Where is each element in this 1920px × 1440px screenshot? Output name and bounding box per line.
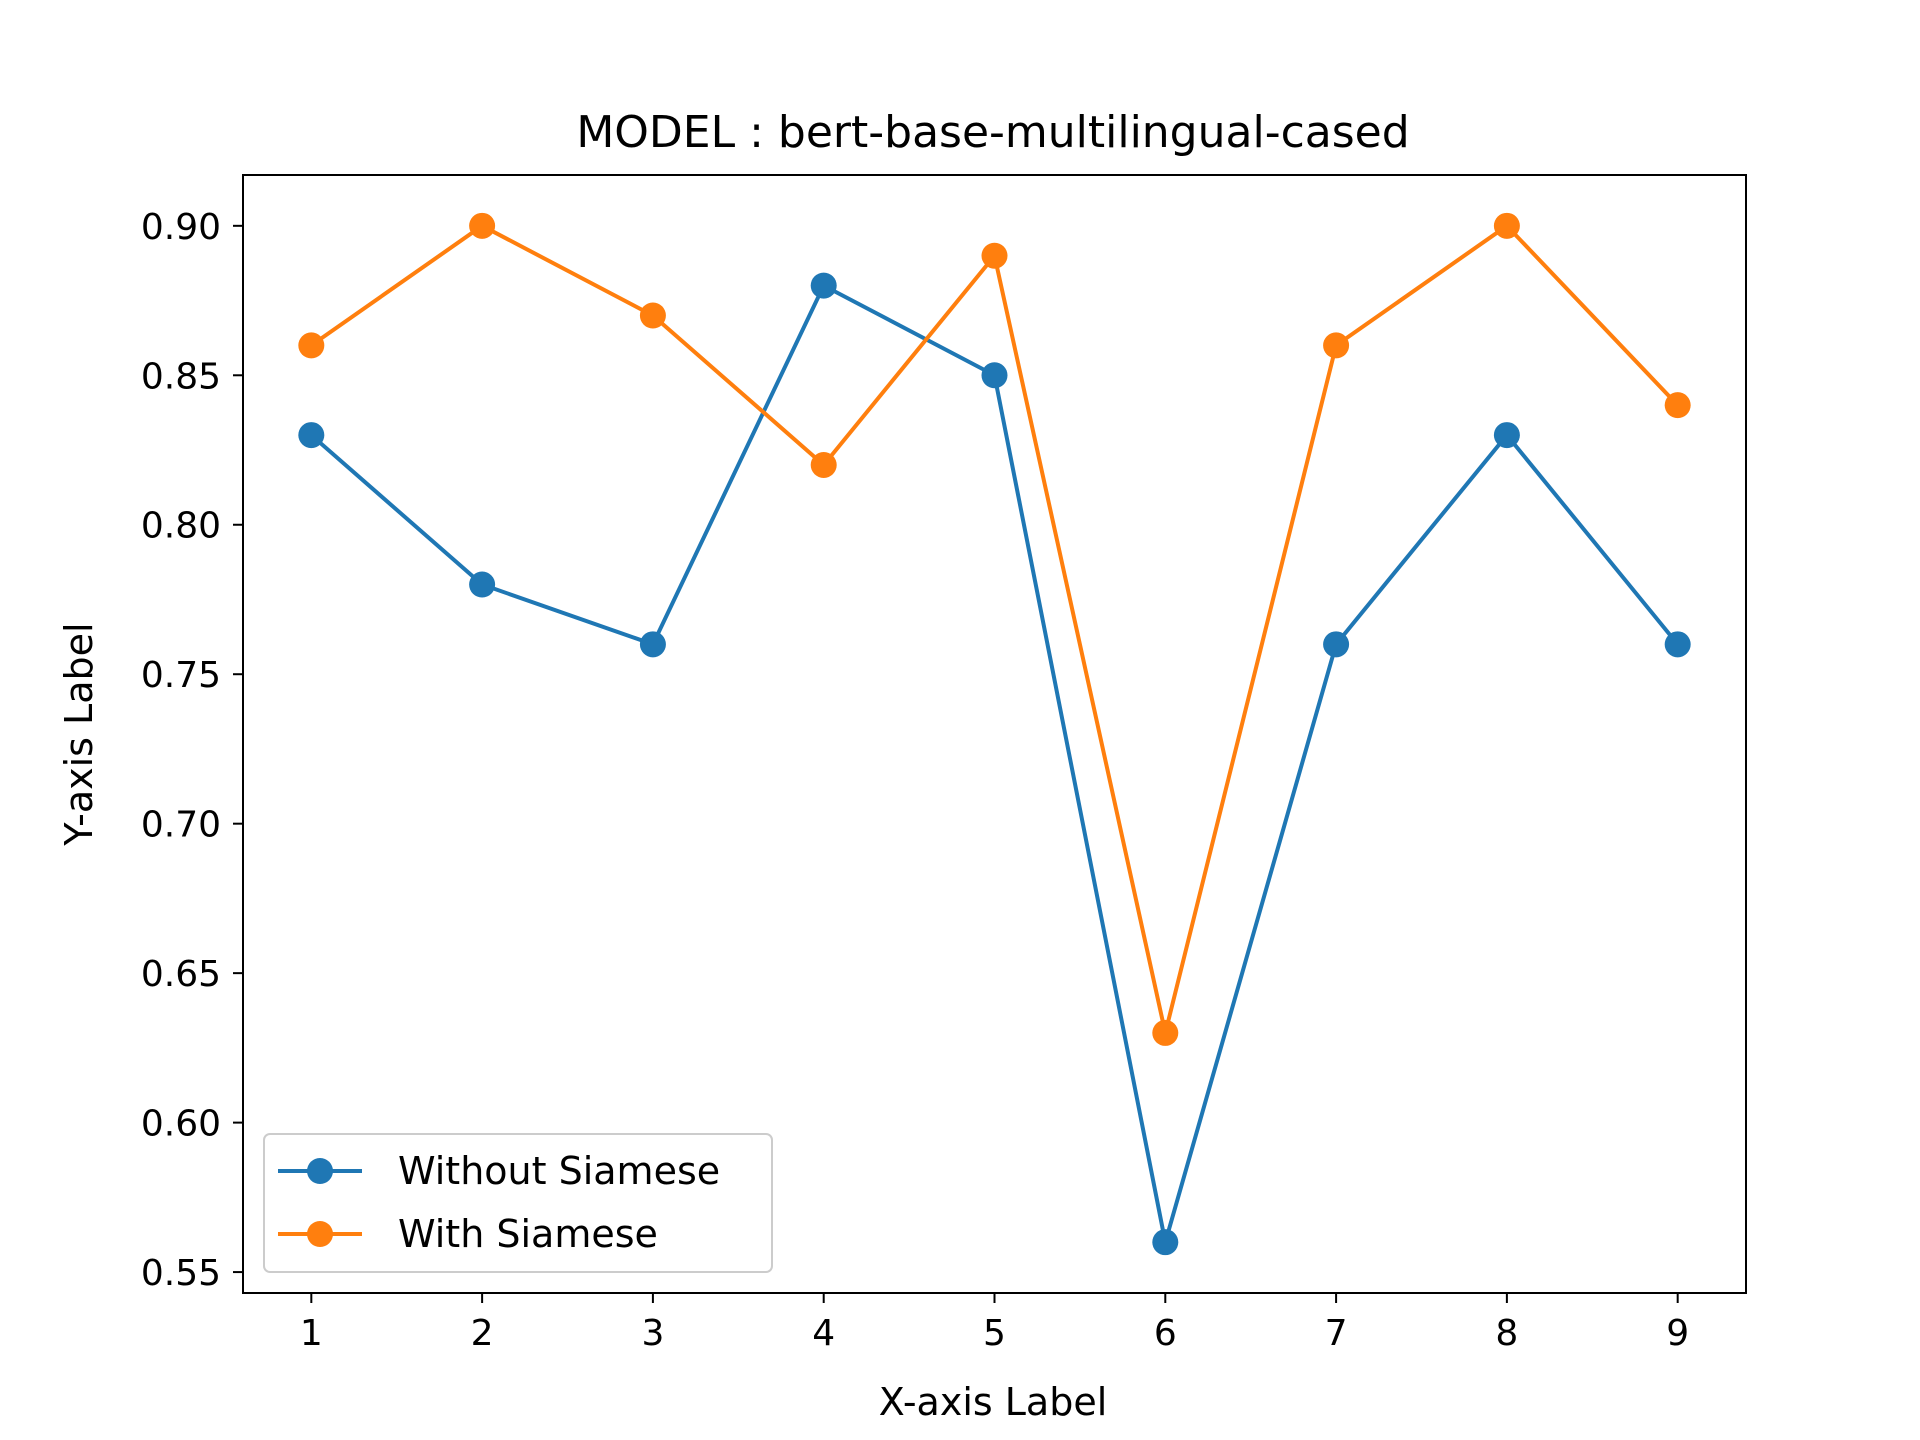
- y-tick-label: 0.80: [141, 506, 221, 547]
- data-point-without-siamese: [1152, 1229, 1179, 1256]
- data-point-with-siamese: [810, 451, 837, 478]
- x-tick-label: 5: [983, 1313, 1006, 1354]
- data-point-without-siamese: [981, 362, 1008, 389]
- data-point-with-siamese: [469, 212, 496, 239]
- series-with-siamese: [298, 212, 1691, 1046]
- y-tick-label: 0.55: [141, 1253, 221, 1294]
- data-point-with-siamese: [981, 242, 1008, 269]
- data-point-with-siamese: [1152, 1019, 1179, 1046]
- data-point-without-siamese: [469, 571, 496, 598]
- x-tick-label: 3: [641, 1313, 664, 1354]
- data-point-without-siamese: [639, 631, 666, 658]
- x-tick-label: 4: [812, 1313, 835, 1354]
- y-tick-label: 0.60: [141, 1104, 221, 1145]
- x-tick-label: 7: [1325, 1313, 1348, 1354]
- legend-marker-with-siamese: [307, 1221, 333, 1247]
- data-point-without-siamese: [1664, 631, 1691, 658]
- legend-label-with-siamese: With Siamese: [398, 1212, 658, 1256]
- x-tick-label: 1: [300, 1313, 323, 1354]
- data-point-with-siamese: [1664, 392, 1691, 419]
- data-point-without-siamese: [1493, 422, 1520, 449]
- data-point-without-siamese: [298, 422, 325, 449]
- y-tick-label: 0.75: [141, 655, 221, 696]
- y-axis-label: Y-axis Label: [57, 622, 101, 846]
- legend: Without Siamese With Siamese: [263, 1133, 773, 1273]
- x-tick-label: 8: [1495, 1313, 1518, 1354]
- x-axis: 1 2 3 4 5 6 7 8 9: [300, 1293, 1689, 1354]
- y-tick-label: 0.65: [141, 954, 221, 995]
- legend-marker-without-siamese: [307, 1158, 333, 1184]
- x-axis-label: X-axis Label: [879, 1380, 1108, 1424]
- series-without-siamese: [298, 272, 1691, 1256]
- legend-label-without-siamese: Without Siamese: [398, 1149, 720, 1193]
- plot-area: [298, 212, 1691, 1256]
- data-point-with-siamese: [298, 332, 325, 359]
- y-tick-label: 0.70: [141, 805, 221, 846]
- legend-box: [263, 1133, 773, 1273]
- data-point-with-siamese: [639, 302, 666, 329]
- x-tick-label: 9: [1666, 1313, 1689, 1354]
- chart-title: MODEL : bert-base-multilingual-cased: [576, 107, 1409, 158]
- y-axis: 0.55 0.60 0.65 0.70 0.75 0.80 0.85 0.90: [141, 207, 243, 1294]
- y-tick-label: 0.85: [141, 356, 221, 397]
- x-tick-label: 6: [1154, 1313, 1177, 1354]
- y-tick-label: 0.90: [141, 207, 221, 248]
- x-tick-label: 2: [471, 1313, 494, 1354]
- data-point-without-siamese: [1323, 631, 1350, 658]
- data-point-with-siamese: [1323, 332, 1350, 359]
- data-point-with-siamese: [1493, 212, 1520, 239]
- data-point-without-siamese: [810, 272, 837, 299]
